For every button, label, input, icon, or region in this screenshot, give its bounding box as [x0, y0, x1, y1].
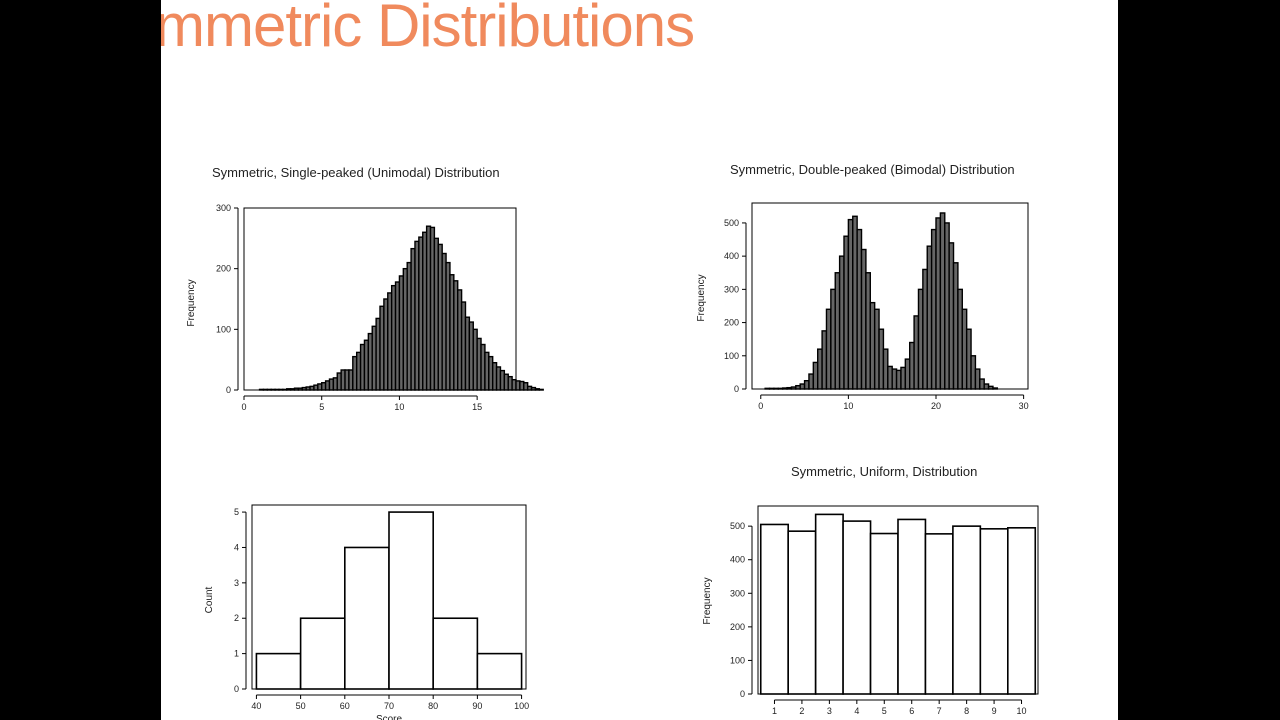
y-tick-label-uniform: 500	[730, 521, 745, 531]
chart-unimodal: 0 5 10 15 0 100 200 300 Frequency	[186, 203, 544, 412]
x-tick-label-bimodal: 20	[931, 401, 941, 411]
x-tick-label-uniform: 3	[827, 706, 832, 716]
y-tick-label-score: 5	[234, 507, 239, 517]
x-tick-label-score: 80	[428, 701, 438, 711]
chart-score: 40 50 60 70 80 90 100 0 1 2 3 4 5 Count Score	[204, 504, 529, 720]
x-tick-label-score: 90	[472, 701, 482, 711]
plot-frame-bimodal	[751, 202, 1029, 390]
bar-uniform-3	[842, 520, 872, 695]
y-tick-label-unimodal: 300	[216, 203, 231, 213]
x-tick-label-bimodal: 30	[1019, 401, 1029, 411]
plot-frame-score	[251, 504, 527, 690]
bar-score-5	[476, 652, 523, 690]
bar-score-2	[344, 546, 390, 690]
chart-title-uniform: Symmetric, Uniform, Distribution	[791, 464, 978, 479]
x-tick-label-score: 50	[296, 701, 306, 711]
bar-uniform-9	[1007, 527, 1037, 695]
bar-score-1	[299, 617, 346, 690]
y-tick-label-score: 4	[234, 542, 239, 552]
bar-uniform-1	[787, 530, 817, 695]
x-tick-label-uniform: 5	[882, 706, 887, 716]
bar-uniform-2	[814, 513, 844, 695]
x-tick-label-uniform: 6	[909, 706, 914, 716]
y-tick-label-score: 3	[234, 578, 239, 588]
x-tick-label-score: 60	[340, 701, 350, 711]
y-tick-label-unimodal: 200	[216, 264, 231, 274]
y-tick-label-unimodal: 100	[216, 324, 231, 334]
y-tick-label-uniform: 300	[730, 588, 745, 598]
slide: mmetric Distributions Symmetric, Single-…	[161, 0, 1118, 720]
x-tick-label-score: 70	[384, 701, 394, 711]
y-tick-label-uniform: 0	[740, 689, 745, 699]
y-tick-label-score: 2	[234, 613, 239, 623]
bar-score-0	[255, 652, 302, 690]
y-tick-label-unimodal: 0	[226, 385, 231, 395]
plot-frame-unimodal	[243, 207, 517, 391]
bar-uniform-7	[952, 525, 982, 695]
x-tick-label-uniform: 8	[964, 706, 969, 716]
y-axis-label-bimodal: Frequency	[696, 274, 707, 321]
y-tick-label-score: 0	[234, 684, 239, 694]
x-tick-label-uniform: 9	[992, 706, 997, 716]
y-tick-label-score: 1	[234, 649, 239, 659]
x-tick-label-uniform: 4	[854, 706, 859, 716]
x-tick-label-bimodal: 0	[758, 401, 763, 411]
y-tick-label-bimodal: 500	[724, 218, 739, 228]
y-tick-label-uniform: 100	[730, 655, 745, 665]
x-tick-label-uniform: 10	[1017, 706, 1027, 716]
x-tick-label-unimodal: 0	[241, 402, 246, 412]
y-tick-label-uniform: 200	[730, 622, 745, 632]
bar-unimodal-72	[538, 388, 544, 391]
chart-title-unimodal: Symmetric, Single-peaked (Unimodal) Dist…	[212, 165, 500, 180]
x-tick-label-score: 100	[514, 701, 529, 711]
x-tick-label-score: 40	[251, 701, 261, 711]
x-tick-label-unimodal: 5	[319, 402, 324, 412]
y-axis-label-uniform: Frequency	[702, 577, 713, 624]
bar-uniform-6	[924, 533, 954, 695]
slide-title: mmetric Distributions	[161, 0, 695, 59]
y-axis-label-score: Count	[204, 586, 215, 613]
x-axis-label-score: Score	[376, 714, 403, 720]
x-tick-label-unimodal: 15	[472, 402, 482, 412]
x-tick-label-uniform: 2	[799, 706, 804, 716]
x-tick-label-uniform: 1	[772, 706, 777, 716]
bar-uniform-4	[869, 532, 899, 695]
bar-score-3	[388, 511, 434, 690]
y-tick-label-bimodal: 400	[724, 251, 739, 261]
chart-title-bimodal: Symmetric, Double-peaked (Bimodal) Distr…	[730, 162, 1015, 177]
bar-uniform-8	[979, 528, 1009, 695]
x-tick-label-uniform: 7	[937, 706, 942, 716]
y-tick-label-bimodal: 0	[734, 384, 739, 394]
bar-uniform-0	[759, 523, 789, 695]
x-tick-label-unimodal: 10	[394, 402, 404, 412]
y-axis-label-unimodal: Frequency	[186, 279, 197, 326]
y-tick-label-uniform: 400	[730, 555, 745, 565]
plot-frame-uniform	[757, 505, 1039, 695]
bar-score-4	[432, 617, 479, 690]
y-tick-label-bimodal: 200	[724, 318, 739, 328]
x-tick-label-bimodal: 10	[843, 401, 853, 411]
y-tick-label-bimodal: 100	[724, 351, 739, 361]
y-tick-label-bimodal: 300	[724, 284, 739, 294]
bar-uniform-5	[897, 518, 927, 695]
